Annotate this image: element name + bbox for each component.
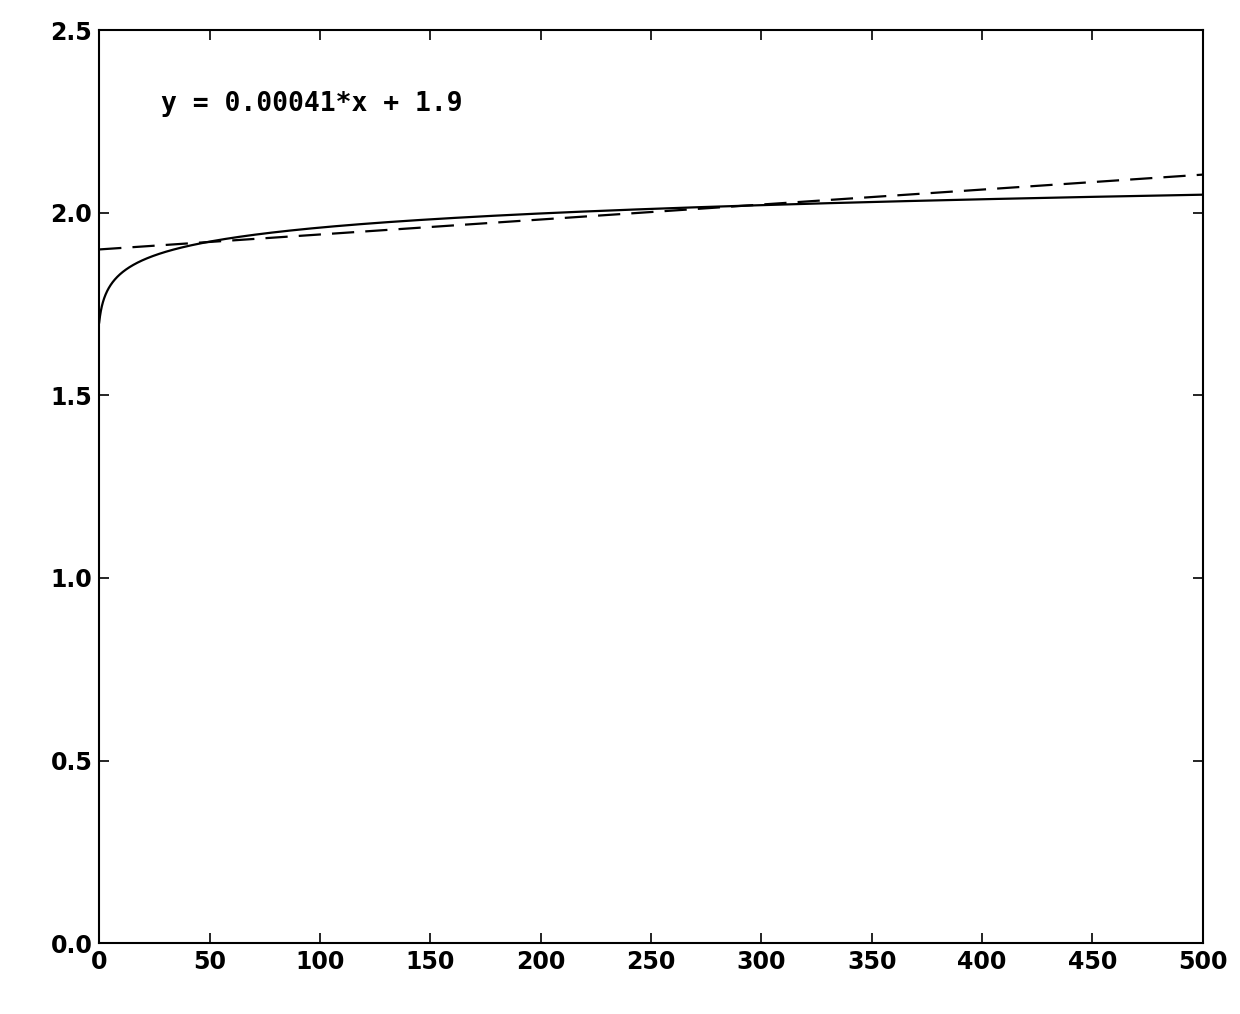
Text: y = 0.00041*x + 1.9: y = 0.00041*x + 1.9 (161, 90, 463, 117)
